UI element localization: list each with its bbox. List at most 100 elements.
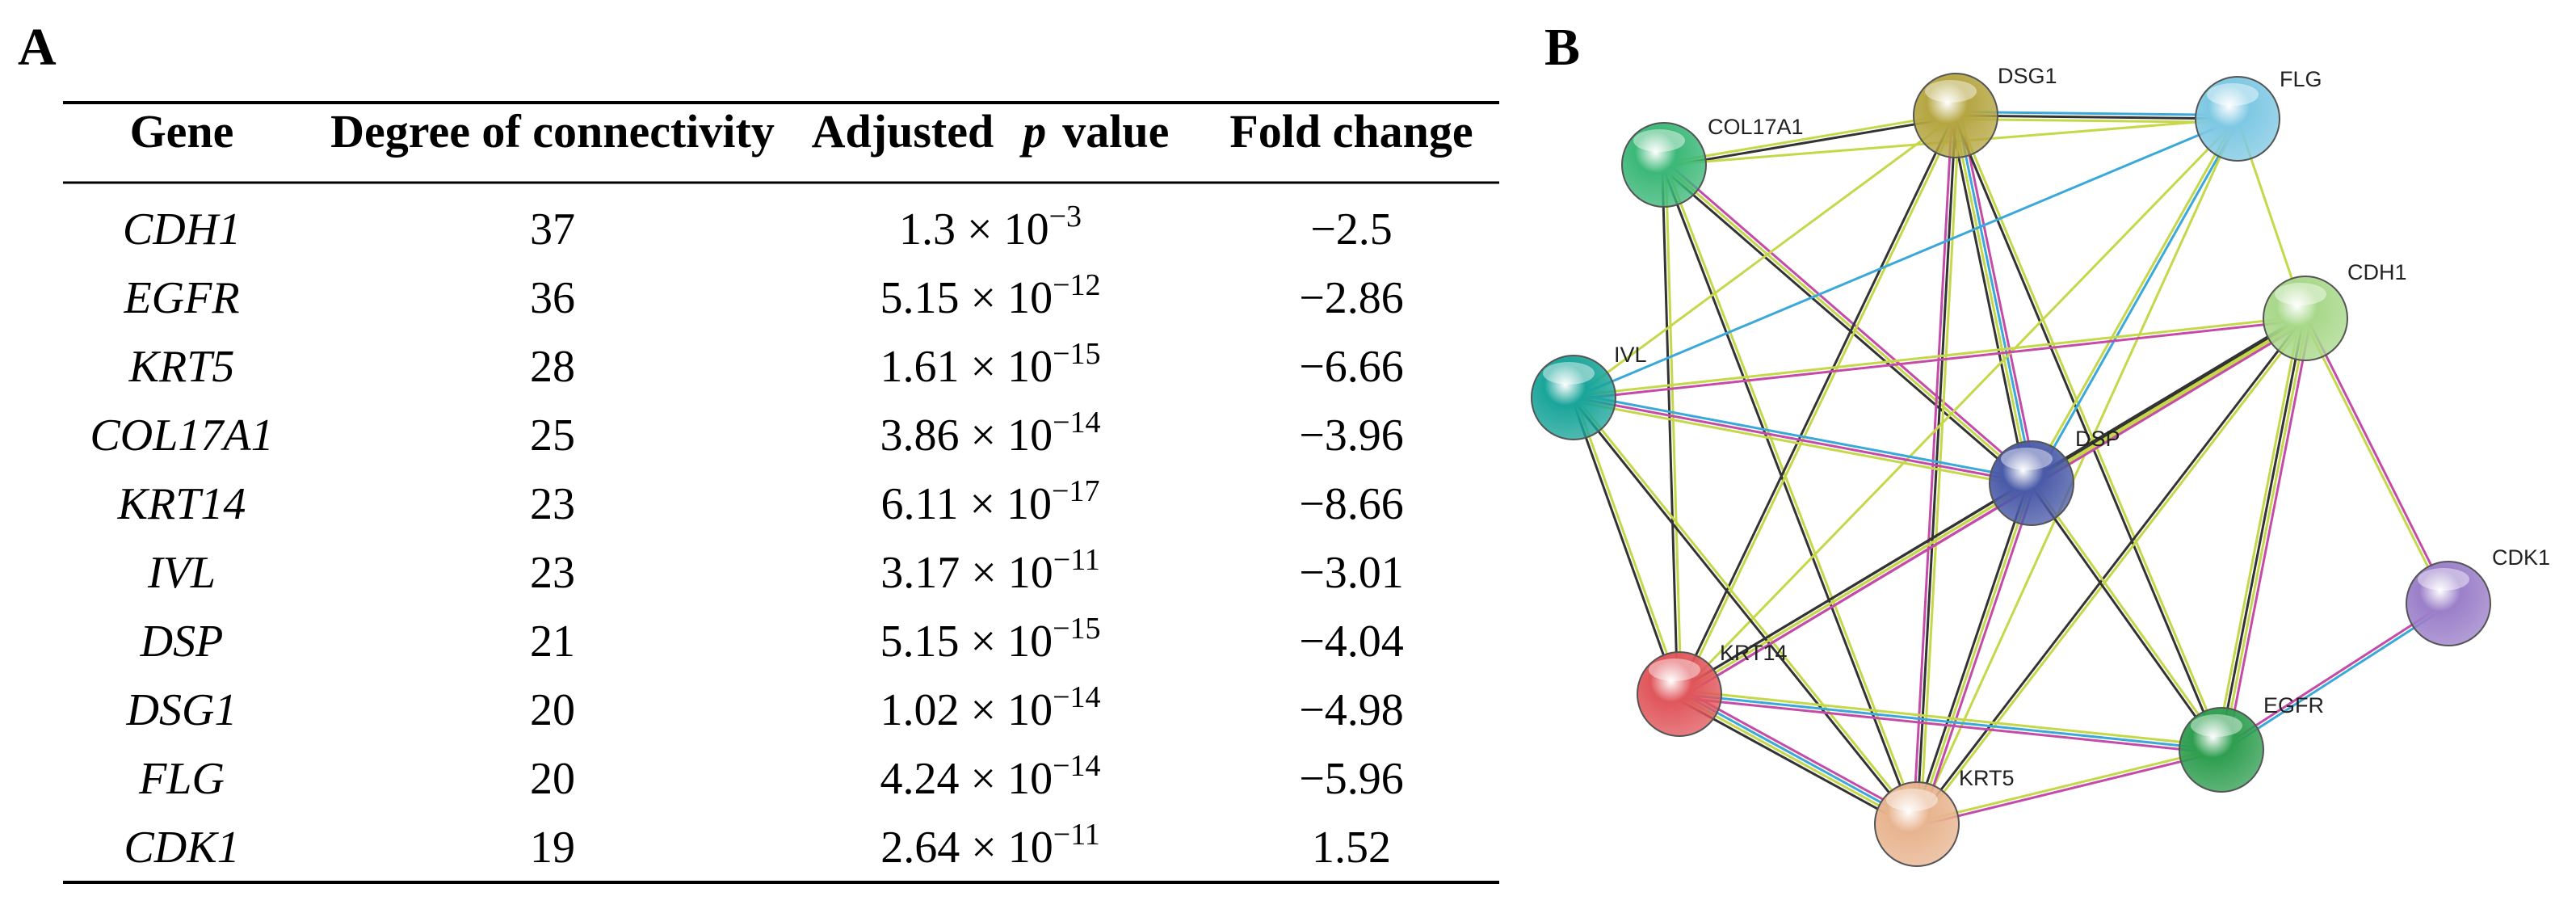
p-value-cell: 3.86 × 10−14 [880,406,1100,461]
p-value-cell: 4.24 × 10−14 [880,749,1100,804]
p-value-base: 1.02 × 10 [880,685,1053,735]
edge [1664,116,1956,168]
node-label: DSG1 [1998,64,2057,88]
fold-change-cell: −6.66 [1299,342,1404,392]
p-value-cell: 6.11 × 10−17 [881,474,1100,529]
p-value-exponent: −14 [1053,680,1100,714]
fold-change-cell: −2.5 [1310,204,1393,255]
edge [1679,689,2222,748]
gene-cell: COL17A1 [90,410,273,461]
edge [1915,118,2239,825]
p-value-base: 4.24 × 10 [880,754,1053,804]
node [1913,73,1998,158]
p-value-cell: 1.02 × 10−14 [880,680,1100,735]
node-highlight [1633,129,1685,152]
degree-cell: 21 [530,617,575,667]
gene-cell: CDH1 [123,204,241,255]
p-value-cell: 2.64 × 10−11 [880,818,1100,873]
edge [1574,318,2306,401]
gene-cell: KRT14 [117,479,246,529]
edge [2028,483,2221,752]
fold-change-cell: −5.96 [1299,754,1404,804]
panel-label: B [1544,18,1580,77]
edge [2221,604,2451,753]
node-highlight [2275,283,2326,305]
p-value-exponent: −15 [1053,612,1100,646]
node-label: DSP [2075,427,2120,451]
edge [1573,315,2305,398]
edge [1572,399,2032,488]
column-header: Adjusted p value [812,105,1170,158]
edge [1918,483,2036,826]
fold-change-cell: −4.04 [1299,617,1404,667]
edge [2219,600,2448,750]
gene-cell: DSP [140,617,224,667]
edge [1679,692,2222,751]
node [2195,76,2280,162]
edge [1573,114,1956,399]
edge [1573,396,2032,485]
node [2406,561,2491,646]
column-header: Fold change [1229,105,1473,158]
gene-cell: FLG [138,754,225,804]
edge [1917,750,2222,827]
edge [1661,165,1679,695]
edge [1952,116,2032,484]
p-value-cell: 5.15 × 10−12 [880,268,1100,323]
node [2179,707,2264,793]
fold-change-cell: −4.98 [1299,685,1404,735]
header-part: value [1062,105,1169,158]
edge [1664,164,1683,694]
node-label: KRT5 [1959,766,2015,790]
node-label: EGFR [2263,693,2324,718]
edge [1912,482,2030,824]
degree-cell: 23 [530,548,575,598]
p-value-cell: 5.15 × 10−15 [880,612,1100,667]
edge [1681,688,1920,821]
edge [2032,481,2225,750]
edge [1956,114,2225,750]
edge [1956,115,2035,483]
node-highlight [1543,362,1595,385]
p-value-base: 5.15 × 10 [880,617,1053,667]
edge [1916,747,2221,824]
edge [1676,478,2031,692]
degree-cell: 37 [530,204,575,255]
p-value-base: 2.64 × 10 [880,823,1053,873]
edge [1955,117,2238,124]
node-highlight [1925,80,1977,103]
edge [1574,395,1919,824]
column-header: Gene [130,105,234,158]
edge [2028,117,2238,483]
p-value-exponent: −15 [1053,337,1100,371]
edge [1679,691,1918,824]
edge [1571,398,1917,827]
edge [1574,393,2033,482]
edge [1676,114,1956,694]
node-highlight [1649,659,1700,681]
p-value-base: 3.17 × 10 [880,548,1053,598]
edge [1663,112,1956,165]
p-value-cell: 3.17 × 10−11 [880,543,1100,598]
edge [1661,166,2031,487]
node-label: COL17A1 [1708,115,1804,139]
p-value-base: 1.61 × 10 [880,342,1053,392]
edge [1952,116,2221,751]
node-label: KRT14 [1720,641,1788,665]
edge [2302,318,2448,605]
p-value-exponent: −11 [1053,818,1100,852]
edge [1960,114,2039,482]
edge [1573,117,2238,399]
edge [2214,317,2301,749]
node [1989,440,2074,526]
edge [1679,696,2221,755]
fold-change-cell: −3.96 [1299,410,1404,461]
edge [2032,318,2307,486]
p-value-base: 1.3 × 10 [899,204,1049,255]
degree-cell: 20 [530,754,575,804]
edge [1574,396,1683,694]
edge [1948,116,2028,485]
node-label: CDH1 [2347,260,2407,284]
nodes: COL17A1 DSG1 FLG CDH1 IVL DSP CDK1 KRT14 EGFR KRT… [1531,64,2550,867]
